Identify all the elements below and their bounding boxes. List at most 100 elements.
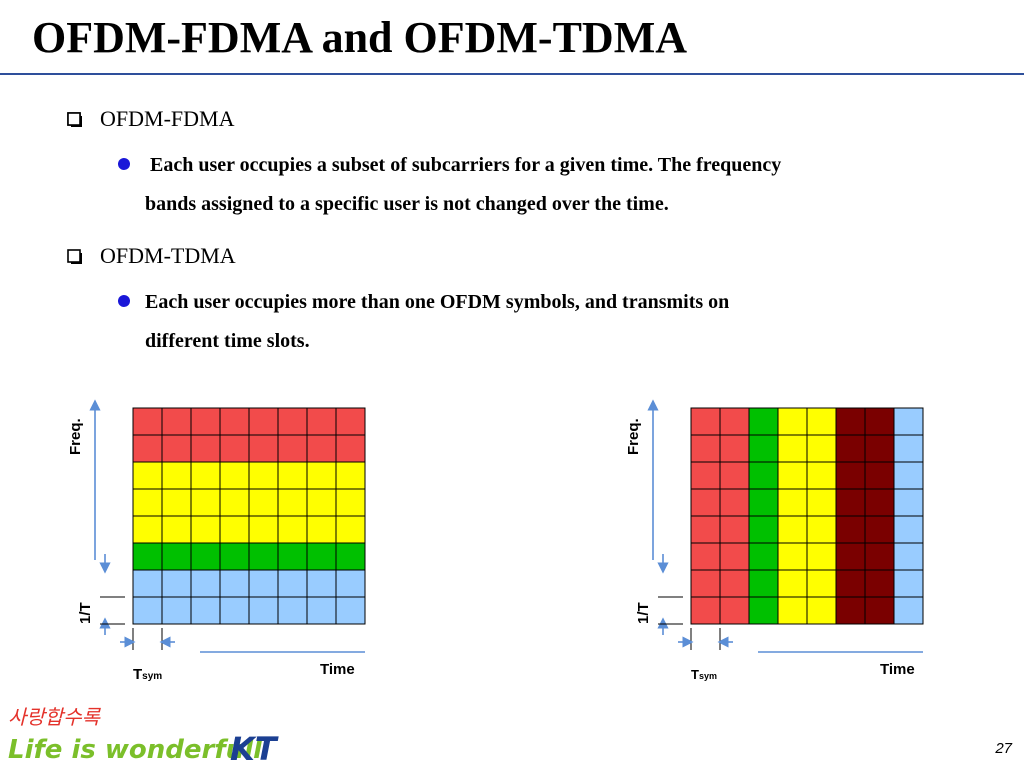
grid-cell [893, 542, 924, 571]
grid-cell [161, 488, 192, 517]
grid-cell [864, 542, 895, 571]
grid-cell [248, 569, 279, 598]
grid-cell [248, 596, 279, 625]
grid-cell [190, 434, 221, 463]
grid-cell [893, 407, 924, 436]
grid-cell [719, 407, 750, 436]
tsym-label: Tsym [691, 667, 717, 682]
grid-cell [190, 407, 221, 436]
grid-cell [719, 488, 750, 517]
grid-cell [277, 515, 308, 544]
grid-cell [719, 434, 750, 463]
logo-slogan: Life is wonderfull [8, 735, 263, 765]
grid-cell [806, 488, 837, 517]
grid-cell [748, 569, 779, 598]
grid-cell [835, 596, 866, 625]
grid-cell [190, 461, 221, 490]
grid-cell [893, 569, 924, 598]
slide-title: OFDM-FDMA and OFDM-TDMA [32, 13, 688, 62]
grid-cell [132, 542, 163, 571]
grid-cell [835, 569, 866, 598]
grid-cell [835, 488, 866, 517]
sub-bullet-tdma: Each user occupies more than one OFDM sy… [118, 283, 968, 361]
grid-cell [132, 434, 163, 463]
grid-cell [335, 434, 366, 463]
bullet-dot-icon [118, 158, 130, 170]
grid-cell [335, 407, 366, 436]
grid-cell [777, 515, 808, 544]
grid-cell [248, 434, 279, 463]
grid-cell [306, 461, 337, 490]
grid-cell [690, 488, 721, 517]
grid-cell [893, 488, 924, 517]
grid-cell [864, 434, 895, 463]
grid-cell [690, 407, 721, 436]
grid-cell [190, 515, 221, 544]
time-axis-label: Time [880, 661, 915, 678]
bullet-text-line: different time slots. [145, 330, 310, 352]
grid-cell [306, 596, 337, 625]
grid-cell [306, 542, 337, 571]
tsym-main: T [133, 666, 142, 683]
grid-cell [190, 569, 221, 598]
grid-cell [777, 596, 808, 625]
grid-cell [748, 461, 779, 490]
fdma-grid-svg: Freq. 1/T Time Tsym [67, 399, 366, 683]
grid-cell [835, 542, 866, 571]
grid-cell [719, 542, 750, 571]
grid-cell [835, 461, 866, 490]
grid-cell [893, 461, 924, 490]
grid-cell [219, 542, 250, 571]
bullet-heading: OFDM-TDMA [100, 243, 236, 268]
bullet-text-line: bands assigned to a specific user is not… [145, 193, 669, 215]
grid-cell [719, 461, 750, 490]
grid-cell [690, 569, 721, 598]
grid-cell [161, 407, 192, 436]
grid-cell [219, 596, 250, 625]
grid-cell [806, 461, 837, 490]
grid-cell [277, 542, 308, 571]
tsym-label: Tsym [133, 666, 162, 683]
grid-cell [748, 407, 779, 436]
grid-cell [806, 407, 837, 436]
grid-cell [719, 596, 750, 625]
grid-cell [748, 515, 779, 544]
title-divider [0, 73, 1024, 75]
grid-cell [864, 515, 895, 544]
bullet-dot-icon [118, 295, 130, 307]
grid-cell [335, 542, 366, 571]
grid-cell [335, 569, 366, 598]
grid-cell [719, 515, 750, 544]
grid-cell [132, 488, 163, 517]
bullet-text-line: Each user occupies more than one OFDM sy… [145, 291, 730, 313]
grid-cell [277, 461, 308, 490]
grid-cell [219, 488, 250, 517]
grid-cell [719, 569, 750, 598]
grid-cell [748, 434, 779, 463]
grid-cell [306, 434, 337, 463]
grid-cell [835, 434, 866, 463]
grid-cell [306, 515, 337, 544]
grid-cell [277, 434, 308, 463]
grid-cell [161, 596, 192, 625]
grid-cell [690, 461, 721, 490]
grid-cell [335, 488, 366, 517]
grid-cell [219, 461, 250, 490]
fdma-diagram: Freq. 1/T Time Tsym [60, 390, 366, 690]
freq-axis-label: Freq. [625, 418, 642, 455]
grid-cell [306, 488, 337, 517]
grid-cell [864, 488, 895, 517]
freq-axis-label: Freq. [67, 418, 84, 455]
grid-cell [161, 461, 192, 490]
grid-cell [893, 596, 924, 625]
grid-cell [161, 515, 192, 544]
tsym-subscript: sym [699, 671, 717, 681]
grid-cell [690, 434, 721, 463]
grid-cell [219, 569, 250, 598]
grid-cell [748, 488, 779, 517]
tdma-diagram: Freq. 1/T Time Tsym [618, 390, 924, 690]
grid-cell [806, 569, 837, 598]
logo-brand: KT [230, 730, 279, 766]
grid-cell [864, 569, 895, 598]
grid-cell [335, 461, 366, 490]
